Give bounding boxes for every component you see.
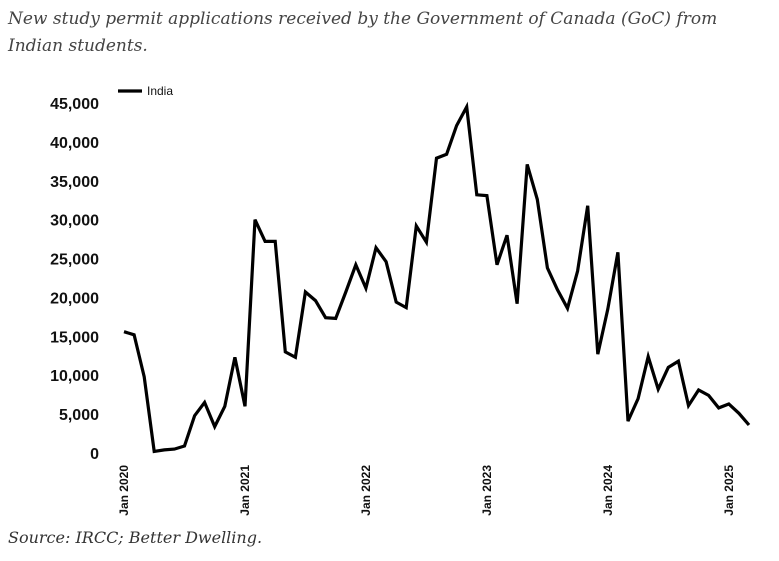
data-point <box>385 260 388 263</box>
x-tick-label: Jan 2021 <box>238 465 252 516</box>
y-tick-label: 30,000 <box>50 213 99 230</box>
y-tick-label: 40,000 <box>50 135 99 152</box>
data-point <box>284 350 287 353</box>
y-tick-label: 10,000 <box>50 368 99 385</box>
data-point <box>627 420 630 423</box>
data-point <box>677 360 680 363</box>
data-point <box>657 388 660 391</box>
data-point <box>223 405 226 408</box>
data-point <box>344 291 347 294</box>
data-point <box>274 240 277 243</box>
chart-title: New study permit applications received b… <box>8 9 718 56</box>
data-point <box>213 425 216 428</box>
data-point <box>516 302 519 305</box>
legend: India <box>118 84 173 98</box>
x-tick-label: Jan 2023 <box>480 465 494 516</box>
data-point <box>334 317 337 320</box>
data-point <box>395 301 398 304</box>
data-point <box>606 308 609 311</box>
data-point <box>405 306 408 309</box>
y-tick-label: 20,000 <box>50 290 99 307</box>
data-point <box>506 234 509 237</box>
data-point <box>264 240 267 243</box>
data-point <box>294 356 297 359</box>
legend-label: India <box>147 84 173 98</box>
data-point <box>697 389 700 392</box>
data-point <box>455 124 458 127</box>
y-tick-label: 35,000 <box>50 174 99 191</box>
data-point <box>425 241 428 244</box>
data-point <box>465 105 468 108</box>
data-point <box>193 414 196 417</box>
data-point <box>475 193 478 196</box>
data-point <box>536 198 539 201</box>
data-point <box>203 401 206 404</box>
y-tick-label: 0 <box>90 446 99 463</box>
data-point <box>304 291 307 294</box>
data-point <box>687 404 690 407</box>
x-tick-label: Jan 2022 <box>359 465 373 516</box>
data-point <box>244 405 247 408</box>
data-point <box>556 288 559 291</box>
data-point <box>485 194 488 197</box>
y-tick-label: 15,000 <box>50 329 99 346</box>
data-point <box>153 450 156 453</box>
data-point <box>314 299 317 302</box>
x-axis: Jan 2020 Jan 2021 Jan 2022 Jan 2023 Jan 2024… <box>117 465 736 516</box>
data-point <box>233 356 236 359</box>
y-tick-label: 45,000 <box>50 96 99 113</box>
x-tick-label: Jan 2025 <box>722 465 736 516</box>
data-point <box>354 263 357 266</box>
y-axis: 0 5,000 10,000 15,000 20,000 25,000 30,000 35,0… <box>50 96 99 463</box>
data-point <box>254 218 257 221</box>
data-point <box>616 251 619 254</box>
data-point <box>435 157 438 160</box>
data-point <box>526 163 529 166</box>
series-line-india <box>123 101 751 454</box>
data-point <box>667 366 670 369</box>
y-tick-label: 5,000 <box>59 407 99 424</box>
data-point <box>737 412 740 415</box>
data-point <box>415 224 418 227</box>
x-tick-label: Jan 2020 <box>117 465 131 516</box>
data-point <box>183 445 186 448</box>
data-point <box>546 266 549 269</box>
plot-area <box>123 101 751 454</box>
data-point <box>637 397 640 400</box>
data-point <box>173 448 176 451</box>
data-point <box>364 287 367 290</box>
data-point <box>375 246 378 249</box>
data-point <box>596 353 599 356</box>
data-point <box>496 263 499 266</box>
data-point <box>717 406 720 409</box>
data-point <box>163 448 166 451</box>
data-point <box>576 270 579 273</box>
data-point <box>727 403 730 406</box>
data-point <box>566 307 569 310</box>
source-note: Source: IRCC; Better Dwelling. <box>8 528 263 547</box>
data-point <box>133 333 136 336</box>
data-point <box>143 375 146 378</box>
data-point <box>586 204 589 207</box>
data-point <box>647 355 650 358</box>
data-point <box>123 330 126 333</box>
data-point <box>748 424 751 427</box>
x-tick-label: Jan 2024 <box>601 465 615 516</box>
data-point <box>324 316 327 319</box>
y-tick-label: 25,000 <box>50 252 99 269</box>
data-point <box>445 153 448 156</box>
data-point <box>707 394 710 397</box>
